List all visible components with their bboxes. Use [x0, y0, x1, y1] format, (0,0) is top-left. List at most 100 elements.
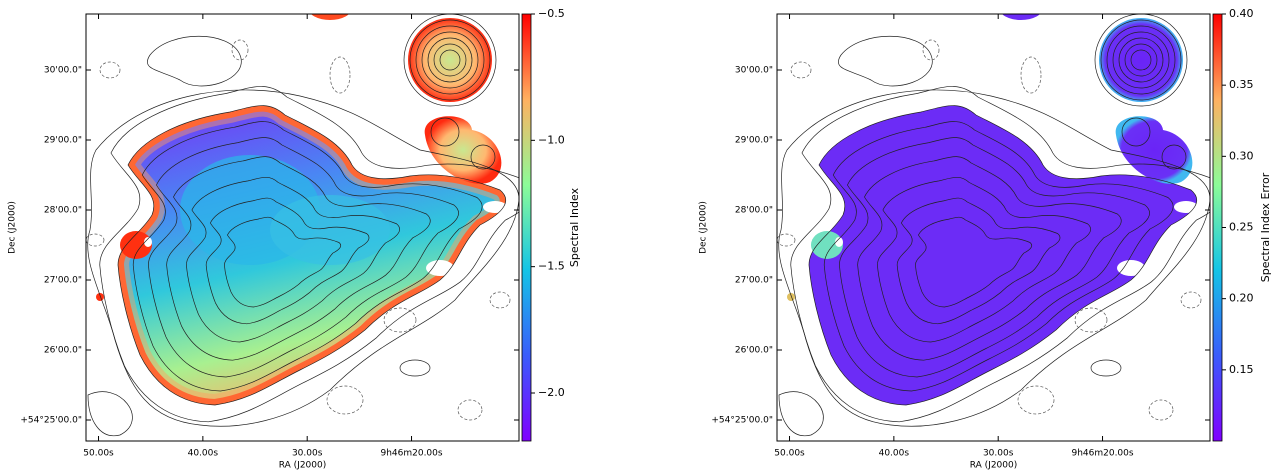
- y-tick-label: 26'00.0": [735, 346, 773, 356]
- contour: [1130, 49, 1152, 71]
- contour: [470, 144, 496, 170]
- negative-contour: [1074, 307, 1108, 333]
- colorbar-tick-label: 0.25: [1229, 221, 1254, 234]
- contour: [421, 31, 479, 89]
- map-layer: [777, 14, 1225, 437]
- map: [777, 14, 1225, 437]
- colorbar-tick-label: 0.40: [1229, 7, 1254, 20]
- contour: [1161, 144, 1187, 170]
- spectral-region: [809, 105, 1197, 406]
- panel: 50.00s 40.00s 30.00s 9h46m20.00s 30'00.0" 29'…: [8, 7, 582, 471]
- y-tick-label: 28'00.0": [44, 206, 82, 216]
- source: [1115, 116, 1193, 184]
- x-tick-label: 30.00s: [292, 449, 323, 459]
- contour: [430, 117, 460, 147]
- contour: [87, 391, 133, 437]
- mask: [1117, 260, 1145, 276]
- colorbar-tick-label: 0.15: [1229, 363, 1254, 376]
- contour: [87, 89, 519, 427]
- source: [811, 231, 843, 259]
- x-tick-label: 50.00s: [83, 449, 114, 459]
- spectral-patch: [270, 195, 390, 265]
- source: [424, 116, 502, 184]
- y-axis-label: Dec (J2000): [8, 201, 18, 254]
- y-tick-label: +54°25'00.0": [711, 416, 773, 426]
- y-tick-label: 30'00.0": [735, 66, 773, 76]
- contour: [1124, 43, 1158, 77]
- contour: [915, 217, 1031, 307]
- contour: [224, 217, 340, 307]
- negative-contour: [457, 399, 483, 421]
- contour: [858, 157, 1122, 361]
- y-tick-label: 26'00.0": [44, 346, 82, 356]
- contour: [147, 36, 242, 87]
- contour: [148, 137, 458, 377]
- colorbar-tick-label: −1.5: [538, 260, 565, 273]
- contour: [791, 86, 1225, 421]
- colorbar-label: Spectral Index: [568, 187, 581, 267]
- y-tick-label: 29'00.0": [735, 136, 773, 146]
- y-tick-label: 29'00.0": [44, 136, 82, 146]
- negative-contour: [86, 233, 105, 247]
- contour: [186, 177, 399, 342]
- contour: [167, 157, 431, 361]
- negative-contour: [1180, 291, 1202, 309]
- contour: [824, 122, 1173, 391]
- colorbar: −0.5 −1.0 −1.5 −2.0 Spectral Index: [521, 7, 581, 442]
- contour: [118, 106, 506, 405]
- source: [120, 231, 152, 259]
- contour: [206, 198, 369, 324]
- colorbar-tick-label: −0.5: [538, 7, 565, 20]
- negative-contour: [231, 39, 249, 61]
- y-tick-label: +54°25'00.0": [20, 416, 82, 426]
- negative-contour: [1148, 399, 1174, 421]
- axes-frame: [776, 13, 1211, 442]
- contour: [1100, 19, 1182, 101]
- colorbar: 0.40 0.35 0.30 0.25 0.20 0.15 Spectral Index E…: [1212, 7, 1272, 442]
- x-tick-label: 9h46m20.00s: [1071, 449, 1133, 459]
- negative-contour: [1020, 56, 1042, 94]
- x-tick-label: 50.00s: [774, 449, 805, 459]
- contour: [1121, 117, 1151, 147]
- y-tick-label: 30'00.0": [44, 66, 82, 76]
- negative-contour: [922, 39, 940, 61]
- negative-contour: [383, 307, 417, 333]
- source: [408, 18, 492, 102]
- x-tick-label: 40.00s: [188, 449, 219, 459]
- negative-contour: [329, 56, 351, 94]
- contour: [1118, 37, 1164, 83]
- colorbar-label: Spectral Index Error: [1259, 172, 1272, 282]
- map-layer: [86, 14, 534, 437]
- colorbar-scale: [1212, 13, 1223, 442]
- source: [1001, 14, 1041, 20]
- contour: [1090, 359, 1122, 377]
- source: [96, 293, 104, 301]
- negative-contour: [99, 61, 121, 79]
- axes-frame: [85, 13, 520, 442]
- colorbar-tick-label: 0.35: [1229, 78, 1254, 91]
- mask: [426, 260, 454, 276]
- contour: [877, 177, 1090, 342]
- contour: [778, 89, 1210, 427]
- negative-contour: [1017, 385, 1055, 415]
- source-hole: [144, 237, 152, 247]
- contour: [409, 19, 491, 101]
- source-hole: [835, 237, 843, 247]
- contour: [415, 25, 485, 95]
- map: [86, 14, 534, 437]
- source: [787, 293, 795, 301]
- colorbar-tick-label: 0.20: [1229, 292, 1254, 305]
- contour: [100, 86, 534, 421]
- contour: [778, 391, 824, 437]
- contour: [399, 359, 431, 377]
- contour: [403, 14, 497, 107]
- contour: [1112, 31, 1170, 89]
- x-tick-label: 30.00s: [983, 449, 1014, 459]
- contour: [1094, 14, 1188, 107]
- colorbar-tick-label: −2.0: [538, 386, 565, 399]
- negative-contour: [489, 291, 511, 309]
- x-tick-label: 40.00s: [879, 449, 910, 459]
- negative-contour: [326, 385, 364, 415]
- colorbar-scale: [521, 13, 532, 442]
